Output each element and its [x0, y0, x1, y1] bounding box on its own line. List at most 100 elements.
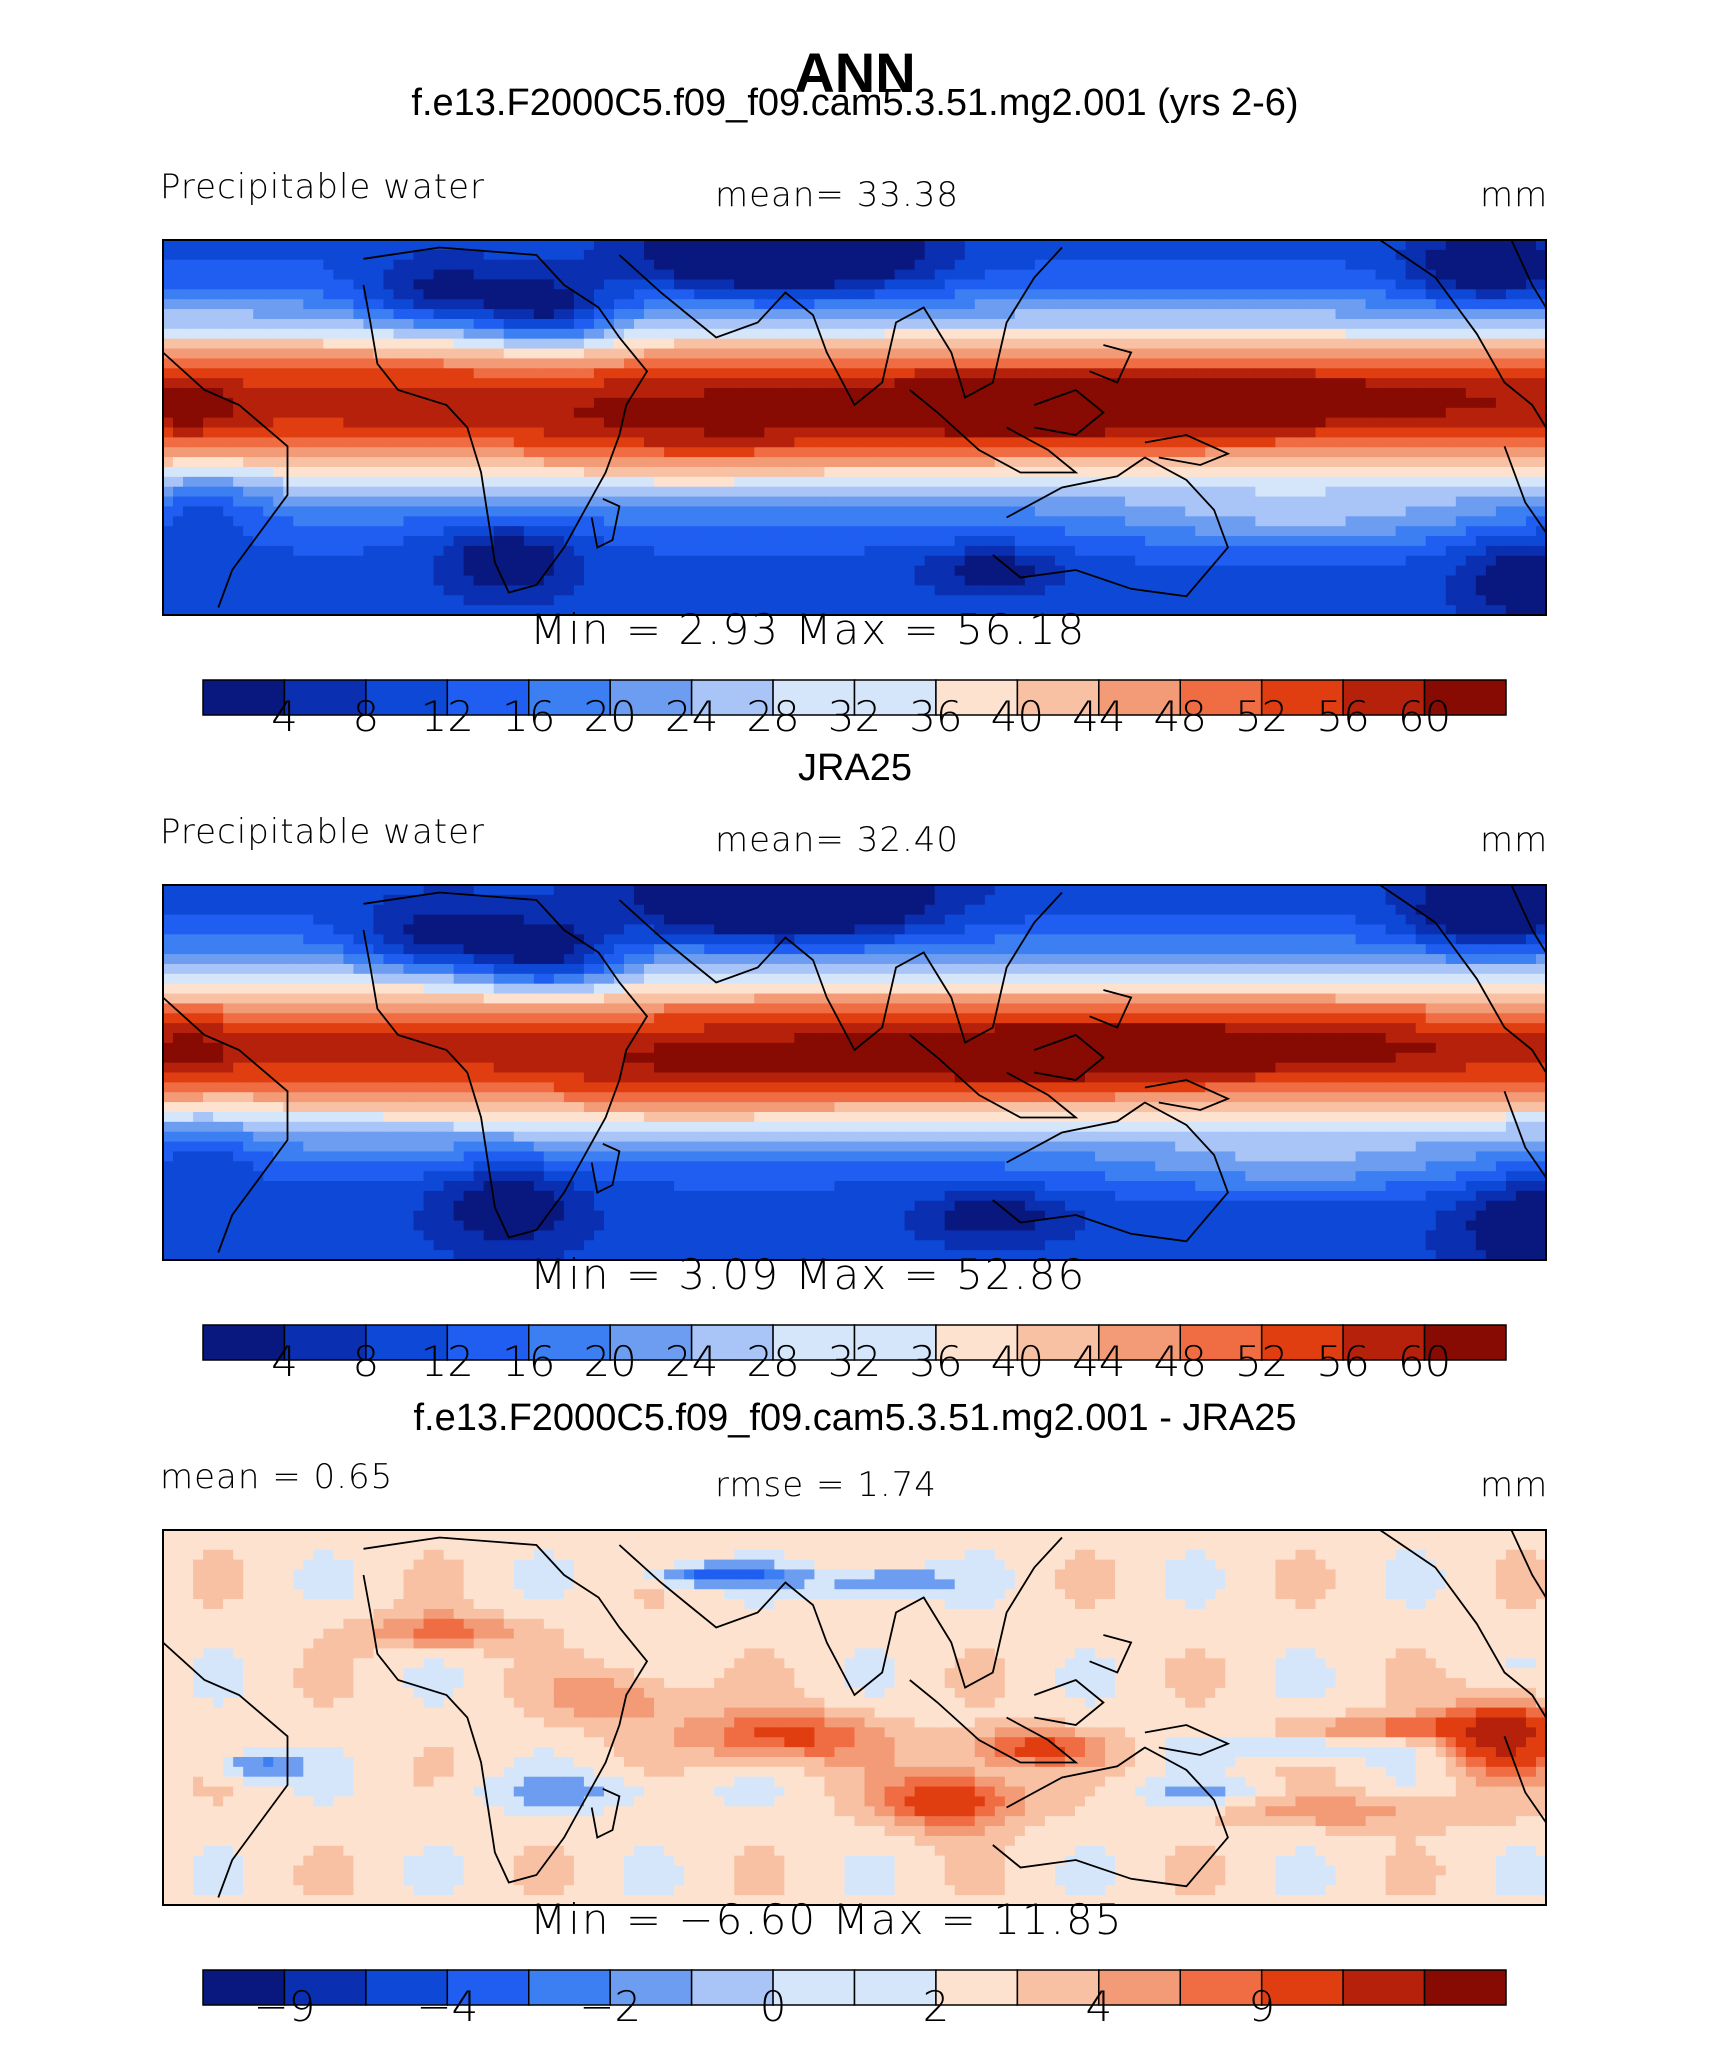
- colorbar-box: [446, 1969, 530, 2006]
- colorbar-box: [365, 1324, 449, 1361]
- center-label-1: mean= 33.38: [715, 175, 960, 215]
- colorbar-box: [772, 1969, 856, 2006]
- map-frame: [162, 884, 1547, 1261]
- colorbar-box: [1342, 679, 1426, 716]
- colorbar-tick-label: −9: [253, 1982, 316, 2031]
- colorbar-box: [202, 1969, 286, 2006]
- colorbar-tick-label: 24: [664, 1337, 719, 1386]
- colorbar-tick-label: 9: [1248, 1982, 1276, 2031]
- center-label-2: mean= 32.40: [715, 820, 960, 860]
- colorbar-box: [690, 1969, 774, 2006]
- colorbar-tick-label: 32: [827, 1337, 882, 1386]
- left-label-2: Precipitable water: [160, 812, 486, 852]
- field-grid: [163, 240, 1547, 616]
- colorbar-tick-label: 4: [271, 692, 298, 741]
- colorbar-tick-label: 8: [352, 692, 380, 741]
- colorbar-box: [609, 1969, 693, 2006]
- field-grid: [163, 885, 1547, 1261]
- left-label-1: Precipitable water: [160, 167, 486, 207]
- colorbar-tick-label: 24: [664, 692, 719, 741]
- colorbar-box: [202, 1324, 286, 1361]
- colorbar-tick-label: 16: [502, 692, 556, 741]
- colorbar-tick-label: 48: [1153, 1337, 1207, 1386]
- colorbar-tick-label: −2: [579, 1982, 642, 2031]
- colorbar-tick-label: 56: [1316, 692, 1370, 741]
- colorbar-box: [935, 1969, 1019, 2006]
- panel-title-1: f.e13.F2000C5.f09_f09.cam5.3.51.mg2.001 …: [411, 82, 1299, 124]
- panel-title-2: JRA25: [797, 747, 913, 789]
- min-max-2: Min = 3.09 Max = 52.86: [530, 1250, 1087, 1299]
- colorbar-box: [1423, 1324, 1507, 1361]
- colorbar-tick-label: 40: [990, 692, 1045, 741]
- map-1: [162, 239, 1547, 616]
- colorbar-box: [446, 1324, 530, 1361]
- colorbar-box: [1179, 679, 1263, 716]
- colorbar-tick-label: 0: [759, 1982, 787, 2031]
- colorbar-box: [1016, 1324, 1100, 1361]
- colorbar-box: [1098, 1324, 1181, 1361]
- colorbar-tick-label: 48: [1153, 692, 1207, 741]
- colorbar-tick-label: 52: [1234, 692, 1289, 741]
- colorbar-tick-label: 16: [502, 1337, 556, 1386]
- colorbar-box: [935, 679, 1019, 716]
- colorbar-tick-label: 36: [909, 1337, 963, 1386]
- colorbar-box: [1098, 679, 1181, 716]
- colorbar-box: [1423, 679, 1507, 716]
- colorbar-box: [1260, 1324, 1344, 1361]
- main-title: ANN: [794, 41, 916, 104]
- colorbar-box: [690, 679, 774, 716]
- colorbar-box: [528, 1969, 611, 2006]
- colorbar-box: [283, 1969, 367, 2006]
- colorbar-box: [772, 679, 856, 716]
- colorbar-box: [1260, 679, 1344, 716]
- colorbar-tick-label: 40: [990, 1337, 1045, 1386]
- min-max-3: Min = −6.60 Max = 11.85: [530, 1895, 1124, 1944]
- colorbar-3: [202, 1969, 1507, 2006]
- colorbar-2: [202, 1324, 1507, 1361]
- field-grid: [163, 1530, 1547, 1906]
- colorbar-box: [1342, 1324, 1426, 1361]
- coastlines: [162, 1529, 1547, 1898]
- colorbar-tick-label: 20: [583, 1337, 637, 1386]
- colorbar-tick-label: 52: [1234, 1337, 1289, 1386]
- panel-title-3: f.e13.F2000C5.f09_f09.cam5.3.51.mg2.001 …: [413, 1397, 1297, 1439]
- colorbar-tick-label: 44: [1072, 1337, 1126, 1386]
- colorbar-tick-label: 60: [1397, 1337, 1452, 1386]
- colorbar-tick-label: 4: [271, 1337, 298, 1386]
- colorbar-tick-label: 60: [1397, 692, 1452, 741]
- coastlines: [162, 884, 1547, 1253]
- colorbar-box: [446, 679, 530, 716]
- colorbar-tick-label: 20: [583, 692, 637, 741]
- colorbar-tick-label: 12: [420, 692, 475, 741]
- colorbar-tick-label: 56: [1316, 1337, 1370, 1386]
- colorbar-box: [609, 679, 693, 716]
- colorbar-tick-label: 28: [746, 1337, 800, 1386]
- colorbar-box: [690, 1324, 774, 1361]
- colorbar-tick-label: 36: [909, 692, 963, 741]
- colorbar-tick-label: 32: [827, 692, 882, 741]
- colorbar-box: [528, 1324, 611, 1361]
- colorbar-tick-label: 8: [352, 1337, 380, 1386]
- colorbar-box: [202, 679, 286, 716]
- coastlines: [162, 239, 1547, 608]
- colorbar-box: [365, 679, 449, 716]
- colorbar-tick-label: −4: [416, 1982, 479, 2031]
- colorbar-box: [528, 679, 611, 716]
- min-max-1: Min = 2.93 Max = 56.18: [530, 605, 1087, 654]
- units-label-3: mm: [1480, 1465, 1549, 1505]
- colorbar-box: [1179, 1969, 1263, 2006]
- colorbar-tick-label: 2: [922, 1982, 950, 2031]
- colorbar-tick-label: 28: [746, 692, 800, 741]
- map-3: [162, 1529, 1547, 1906]
- colorbar-tick-label: 12: [420, 1337, 475, 1386]
- map-2: [162, 884, 1547, 1261]
- colorbar-box: [1260, 1969, 1344, 2006]
- units-label-2: mm: [1480, 820, 1549, 860]
- center-label-3: rmse = 1.74: [715, 1465, 937, 1505]
- colorbar-tick-label: 44: [1072, 692, 1126, 741]
- units-label-1: mm: [1480, 175, 1549, 215]
- colorbar-box: [609, 1324, 693, 1361]
- colorbar-tick-label: 4: [1085, 1982, 1113, 2031]
- colorbar-box: [1423, 1969, 1507, 2006]
- colorbar-box: [1016, 679, 1100, 716]
